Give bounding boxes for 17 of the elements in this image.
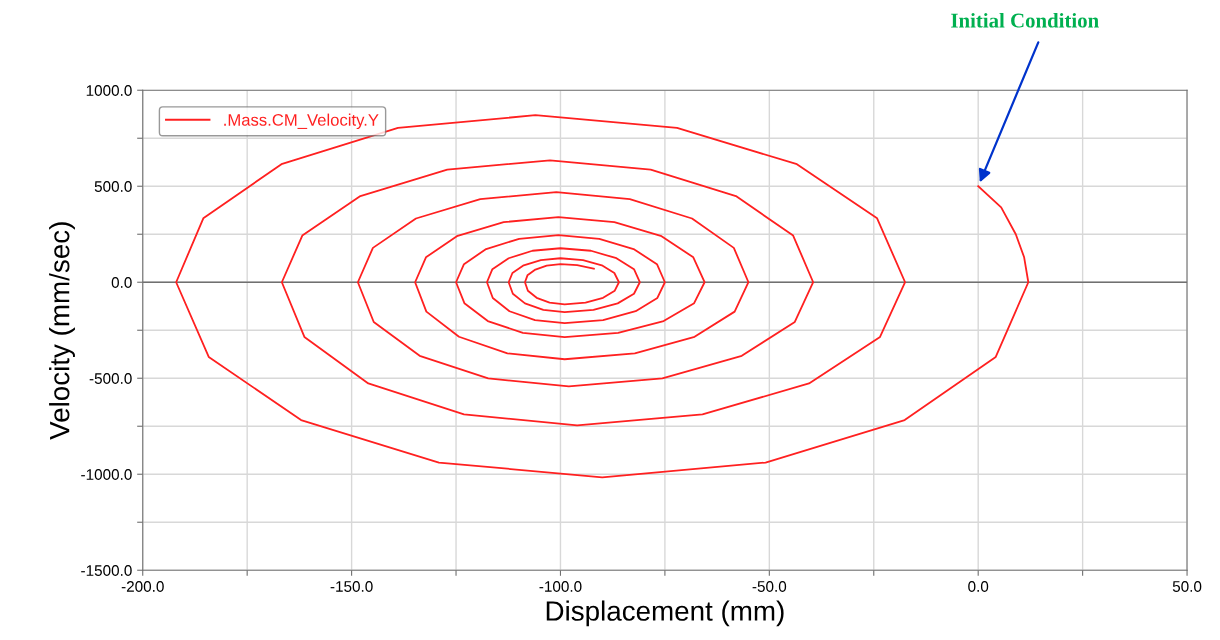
y-tick-label: -500.0: [89, 373, 132, 384]
y-tick-label: 1000.0: [86, 85, 132, 96]
y-tick-label: -1000.0: [81, 469, 132, 480]
x-tick-label: -200.0: [121, 581, 164, 592]
x-tick-label: -100.0: [539, 581, 582, 592]
x-axis-title: Displacement (mm): [546, 600, 784, 627]
line-series: [175, 114, 1030, 479]
x-tick-label: -150.0: [330, 581, 373, 592]
legend-label: .Mass.CM_Velocity.Y: [224, 113, 379, 130]
y-tick-label: 0.0: [111, 277, 132, 288]
y-axis-title: Velocity (mm/sec): [49, 222, 75, 440]
x-tick-label: 50.0: [1172, 581, 1202, 592]
y-tick-label: -1500.0: [81, 565, 132, 576]
annotation: Initial Condition: [951, 12, 1099, 28]
x-tick-label: 0.0: [968, 581, 989, 592]
x-tick-label: -50.0: [752, 581, 787, 592]
y-tick-label: 500.0: [94, 181, 132, 192]
